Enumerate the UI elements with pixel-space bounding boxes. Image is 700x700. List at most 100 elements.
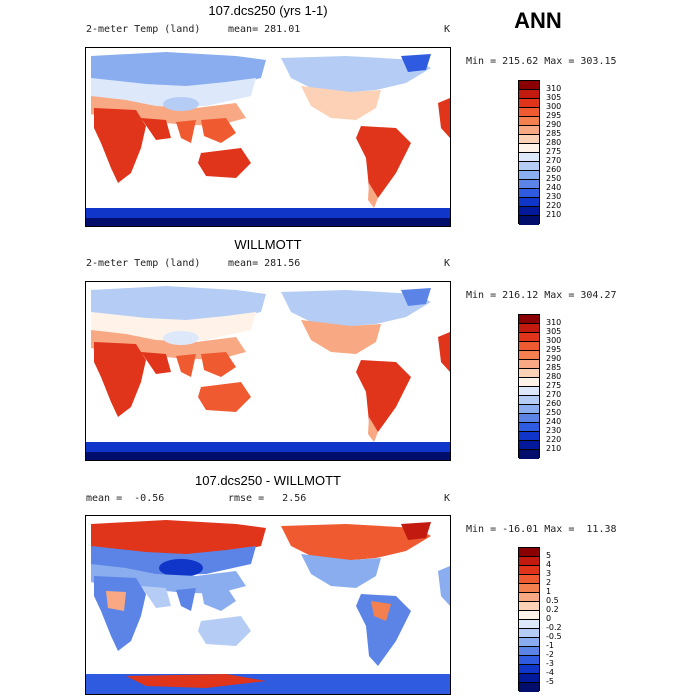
arabia [141, 586, 171, 608]
colorbar-swatch [519, 620, 539, 629]
panel-1-variable-label: 2-meter Temp (land) [86, 24, 201, 35]
colorbar-tick-label: 305 [546, 93, 562, 102]
amazon-patch [371, 601, 391, 621]
colorbar-tick-label: 220 [546, 201, 562, 210]
panel-3-minmax: Min = -16.01 Max = 11.38 [466, 524, 617, 535]
colorbar-swatch [519, 414, 539, 423]
india [176, 588, 196, 611]
panel-3-map-svg [86, 520, 450, 694]
panel-2-units: K [444, 258, 451, 269]
antarctica-interior [86, 452, 450, 460]
colorbar-swatch [519, 171, 539, 180]
colorbar-tick-label: 260 [546, 165, 562, 174]
australia [198, 616, 251, 646]
colorbar-tick-label: 240 [546, 183, 562, 192]
colorbar-tick-label: 270 [546, 156, 562, 165]
colorbar-tick-label: 300 [546, 336, 562, 345]
panel-1-minmax: Min = 215.62 Max = 303.15 [466, 56, 617, 67]
colorbar-swatch [519, 369, 539, 378]
colorbar-tick-label: 275 [546, 147, 562, 156]
panel-1-units: K [444, 24, 451, 35]
season-title: ANN [514, 8, 562, 33]
colorbar-swatch [519, 126, 539, 135]
panel-1-colorbar [518, 80, 540, 225]
colorbar-swatch [519, 674, 539, 683]
india [176, 120, 196, 143]
colorbar-tick-label: -1 [546, 641, 554, 650]
panel-2-map-svg [86, 286, 450, 460]
africa [94, 342, 146, 417]
colorbar-swatch [519, 611, 539, 620]
colorbar-swatch [519, 647, 539, 656]
africa [94, 576, 146, 651]
colorbar-tick-label: 0.2 [546, 605, 559, 614]
colorbar-swatch [519, 90, 539, 99]
colorbar-tick-label: 210 [546, 444, 562, 453]
colorbar-tick-label: 5 [546, 551, 552, 560]
north-america-north [281, 524, 431, 561]
colorbar-tick-label: 220 [546, 435, 562, 444]
north-america-south [301, 86, 381, 120]
colorbar-tick-label: 2 [546, 578, 552, 587]
north-america-north [281, 290, 431, 327]
tibet [159, 559, 203, 577]
colorbar-tick-label: 285 [546, 363, 562, 372]
arabia [141, 352, 171, 374]
south-america [356, 594, 411, 666]
panel-3-mean-label: mean = -0.56 [86, 493, 165, 504]
colorbar-tick-label: 4 [546, 560, 552, 569]
colorbar-tick-label: 285 [546, 129, 562, 138]
patagonia [368, 183, 378, 208]
colorbar-swatch [519, 557, 539, 566]
tibet [163, 97, 199, 111]
africa [94, 108, 146, 183]
india [176, 354, 196, 377]
colorbar-swatch [519, 216, 539, 225]
colorbar-swatch [519, 593, 539, 602]
colorbar-tick-label: 270 [546, 390, 562, 399]
colorbar-swatch [519, 665, 539, 674]
colorbar-swatch [519, 450, 539, 459]
colorbar-tick-label: 230 [546, 426, 562, 435]
colorbar-swatch [519, 198, 539, 207]
africa-west-edge [438, 332, 450, 372]
colorbar-tick-label: -3 [546, 659, 554, 668]
panel-2-title: WILLMOTT [234, 237, 302, 252]
south-america [356, 126, 411, 198]
north-america-south [301, 554, 381, 588]
north-america-north [281, 56, 431, 93]
colorbar-swatch [519, 396, 539, 405]
africa-west-edge [438, 566, 450, 606]
colorbar-tick-label: 250 [546, 174, 562, 183]
australia [198, 382, 251, 412]
colorbar-swatch [519, 153, 539, 162]
colorbar-swatch [519, 207, 539, 216]
colorbar-swatch [519, 638, 539, 647]
colorbar-swatch [519, 405, 539, 414]
colorbar-tick-label: 280 [546, 138, 562, 147]
colorbar-tick-label: 300 [546, 102, 562, 111]
colorbar-swatch [519, 189, 539, 198]
colorbar-swatch [519, 360, 539, 369]
colorbar-swatch [519, 629, 539, 638]
colorbar-tick-label: 310 [546, 84, 562, 93]
colorbar-swatch [519, 117, 539, 126]
colorbar-swatch [519, 180, 539, 189]
panel-3-colorbar [518, 547, 540, 692]
colorbar-swatch [519, 602, 539, 611]
colorbar-tick-label: 275 [546, 381, 562, 390]
colorbar-tick-label: 290 [546, 354, 562, 363]
panel-3-title: 107.dcs250 - WILLMOTT [195, 473, 341, 488]
colorbar-tick-label: -2 [546, 650, 554, 659]
colorbar-tick-label: -0.2 [546, 623, 562, 632]
antarctica-warm-patch [126, 674, 266, 688]
colorbar-swatch [519, 333, 539, 342]
colorbar-swatch [519, 387, 539, 396]
tibet [163, 331, 199, 345]
colorbar-tick-label: 0 [546, 614, 552, 623]
se-asia [201, 118, 236, 143]
panel-2-variable-label: 2-meter Temp (land) [86, 258, 201, 269]
panel-1-map-svg [86, 52, 450, 226]
africa-west-edge [438, 98, 450, 138]
panel-2-minmax: Min = 216.12 Max = 304.27 [466, 290, 617, 301]
